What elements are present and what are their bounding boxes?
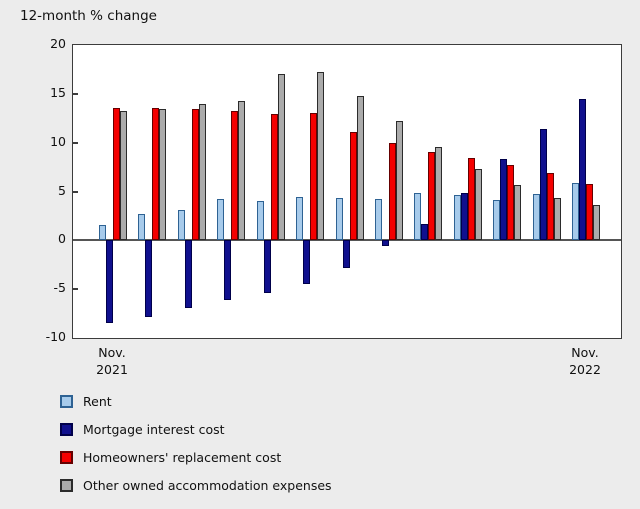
bar-homeowners-replacement-cost xyxy=(113,108,120,241)
bar-rent xyxy=(414,193,422,241)
bar-rent xyxy=(177,210,185,241)
legend-item-mortgage-interest-cost: Mortgage interest cost xyxy=(60,422,332,437)
bar-mortgage-interest-cost xyxy=(303,240,311,285)
bar-rent xyxy=(335,198,343,241)
bar-rent xyxy=(453,195,461,241)
y-tick-mark xyxy=(73,141,78,144)
bar-rent xyxy=(296,197,304,241)
bar-other-owned-accommodation-expenses xyxy=(474,169,482,241)
bar-homeowners-replacement-cost xyxy=(546,172,554,241)
bar-rent xyxy=(374,199,382,241)
bar-other-owned-accommodation-expenses xyxy=(238,100,246,241)
bar-mortgage-interest-cost xyxy=(184,240,192,308)
y-tick-label: 5 xyxy=(58,182,66,198)
bar-homeowners-replacement-cost xyxy=(428,152,436,241)
bar-mortgage-interest-cost xyxy=(342,240,350,268)
legend-label: Homeowners' replacement cost xyxy=(83,450,282,465)
bar-rent xyxy=(572,182,579,241)
bar-other-owned-accommodation-expenses xyxy=(317,72,325,241)
bar-other-owned-accommodation-expenses xyxy=(435,146,443,241)
bar-homeowners-replacement-cost xyxy=(231,111,239,241)
bar-mortgage-interest-cost xyxy=(224,240,232,300)
bar-mortgage-interest-cost xyxy=(579,98,586,241)
bar-mortgage-interest-cost xyxy=(421,223,429,241)
bar-mortgage-interest-cost xyxy=(145,240,153,317)
legend-label: Other owned accommodation expenses xyxy=(83,478,332,493)
legend-label: Rent xyxy=(83,394,112,409)
bar-homeowners-replacement-cost xyxy=(191,109,199,241)
bar-homeowners-replacement-cost xyxy=(270,114,278,241)
y-tick-label: 20 xyxy=(50,36,66,51)
bar-mortgage-interest-cost xyxy=(381,240,389,247)
y-tick-label: 10 xyxy=(50,133,66,149)
bar-other-owned-accommodation-expenses xyxy=(198,103,206,241)
y-tick-mark xyxy=(73,92,78,95)
legend: Rent Mortgage interest cost Homeowners' re… xyxy=(60,394,332,506)
x-axis-label: Nov. 2022 xyxy=(569,345,601,377)
y-tick-mark xyxy=(73,190,78,193)
bar-homeowners-replacement-cost xyxy=(349,131,357,241)
bar-rent xyxy=(256,201,264,241)
bar-other-owned-accommodation-expenses xyxy=(120,111,127,241)
bar-homeowners-replacement-cost xyxy=(152,108,160,241)
bar-rent xyxy=(138,213,146,241)
legend-swatch-other-owned-accommodation-expenses xyxy=(60,479,73,492)
legend-item-other-owned-accommodation-expenses: Other owned accommodation expenses xyxy=(60,478,332,493)
bar-other-owned-accommodation-expenses xyxy=(277,74,285,241)
bar-other-owned-accommodation-expenses xyxy=(356,95,364,241)
bar-mortgage-interest-cost xyxy=(263,240,271,294)
bar-other-owned-accommodation-expenses xyxy=(553,198,561,241)
legend-label: Mortgage interest cost xyxy=(83,422,225,437)
bar-homeowners-replacement-cost xyxy=(507,165,515,241)
legend-swatch-rent xyxy=(60,395,73,408)
bar-mortgage-interest-cost xyxy=(539,128,547,241)
bar-other-owned-accommodation-expenses xyxy=(159,109,167,241)
y-tick-label: -10 xyxy=(45,329,66,344)
bar-mortgage-interest-cost xyxy=(460,193,468,241)
bar-other-owned-accommodation-expenses xyxy=(593,205,600,241)
bar-homeowners-replacement-cost xyxy=(310,113,318,241)
legend-swatch-mortgage-interest-cost xyxy=(60,423,73,436)
bar-rent xyxy=(217,199,225,241)
chart-title: 12-month % change xyxy=(20,8,157,24)
legend-swatch-homeowners-replacement-cost xyxy=(60,451,73,464)
bar-rent xyxy=(532,194,540,241)
y-tick-label: 15 xyxy=(50,84,66,100)
bar-homeowners-replacement-cost xyxy=(586,183,593,241)
bar-homeowners-replacement-cost xyxy=(388,142,396,241)
bar-rent xyxy=(99,224,106,241)
plot-area xyxy=(72,44,622,339)
y-tick-mark xyxy=(73,288,78,291)
y-tick-label: -5 xyxy=(53,280,66,296)
bar-homeowners-replacement-cost xyxy=(467,158,475,241)
bar-rent xyxy=(493,200,501,241)
bar-mortgage-interest-cost xyxy=(106,240,113,324)
y-tick-label: 0 xyxy=(58,231,66,247)
bar-mortgage-interest-cost xyxy=(500,159,508,241)
bar-other-owned-accommodation-expenses xyxy=(514,184,522,241)
bar-other-owned-accommodation-expenses xyxy=(395,121,403,241)
x-axis-label: Nov. 2021 xyxy=(96,345,128,377)
legend-item-homeowners-replacement-cost: Homeowners' replacement cost xyxy=(60,450,332,465)
legend-item-rent: Rent xyxy=(60,394,332,409)
